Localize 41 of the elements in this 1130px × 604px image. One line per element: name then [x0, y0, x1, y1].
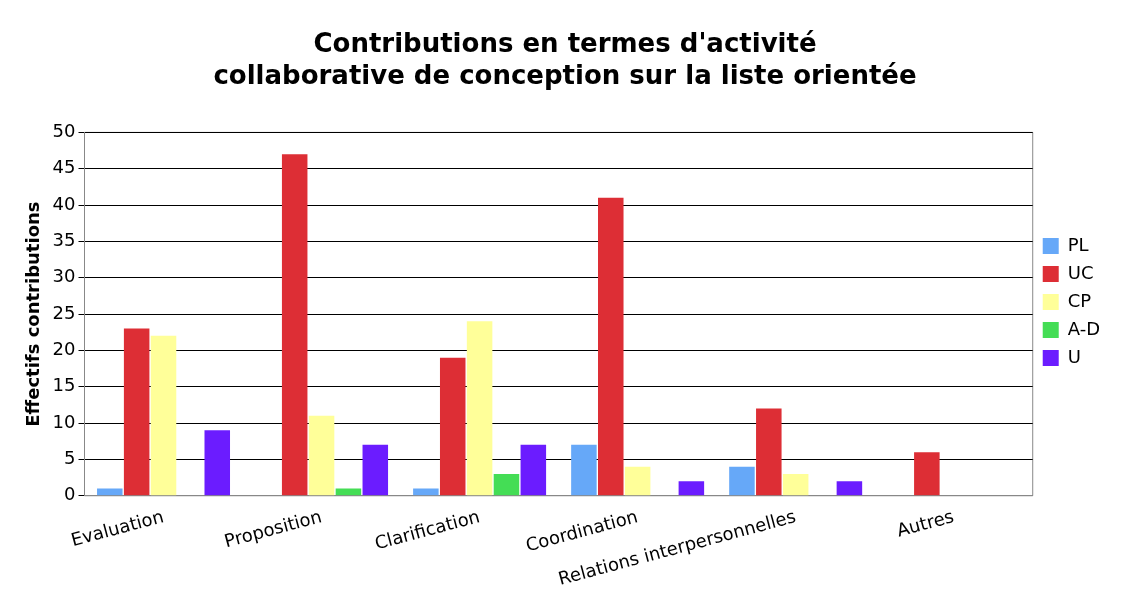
bar [413, 488, 439, 496]
bar [571, 444, 597, 496]
legend-label: PL [1067, 233, 1089, 255]
bar [308, 415, 335, 496]
bar [439, 357, 466, 496]
y-tick-label: 50 [52, 120, 76, 142]
y-tick-label: 0 [64, 483, 76, 505]
bar [520, 444, 547, 496]
bar [678, 481, 705, 496]
bar [97, 488, 123, 496]
bar [150, 335, 177, 496]
bar [624, 466, 651, 496]
bar [466, 321, 493, 496]
bar [836, 481, 863, 496]
bar [335, 488, 362, 496]
legend-label: A-D [1067, 317, 1101, 339]
y-tick-label: 45 [52, 156, 76, 178]
bar [598, 197, 624, 496]
bar [729, 466, 755, 496]
bar [123, 328, 150, 496]
legend-label: U [1067, 345, 1081, 367]
bar [914, 452, 940, 496]
chart-title: Contributions en termes d'activité collaborative de conception sur la liste orientée [213, 28, 917, 90]
y-tick-label: 15 [52, 374, 76, 396]
bar [782, 473, 809, 496]
bar [493, 473, 520, 496]
y-tick-label: 30 [52, 265, 76, 287]
legend-label: CP [1067, 289, 1092, 311]
bar [281, 154, 308, 496]
bar [204, 430, 231, 496]
y-tick-label: 20 [52, 338, 76, 360]
y-tick-label: 35 [52, 229, 76, 251]
bar [756, 408, 782, 496]
legend-label: UC [1067, 261, 1094, 283]
y-tick-label: 5 [64, 447, 76, 469]
x-tick-label: Autres [894, 505, 956, 541]
y-axis-title: Effectifs contributions [22, 201, 44, 427]
y-tick-label: 25 [52, 301, 76, 323]
bar [362, 444, 389, 496]
y-tick-label: 10 [52, 410, 76, 432]
y-tick-label: 40 [52, 192, 76, 214]
